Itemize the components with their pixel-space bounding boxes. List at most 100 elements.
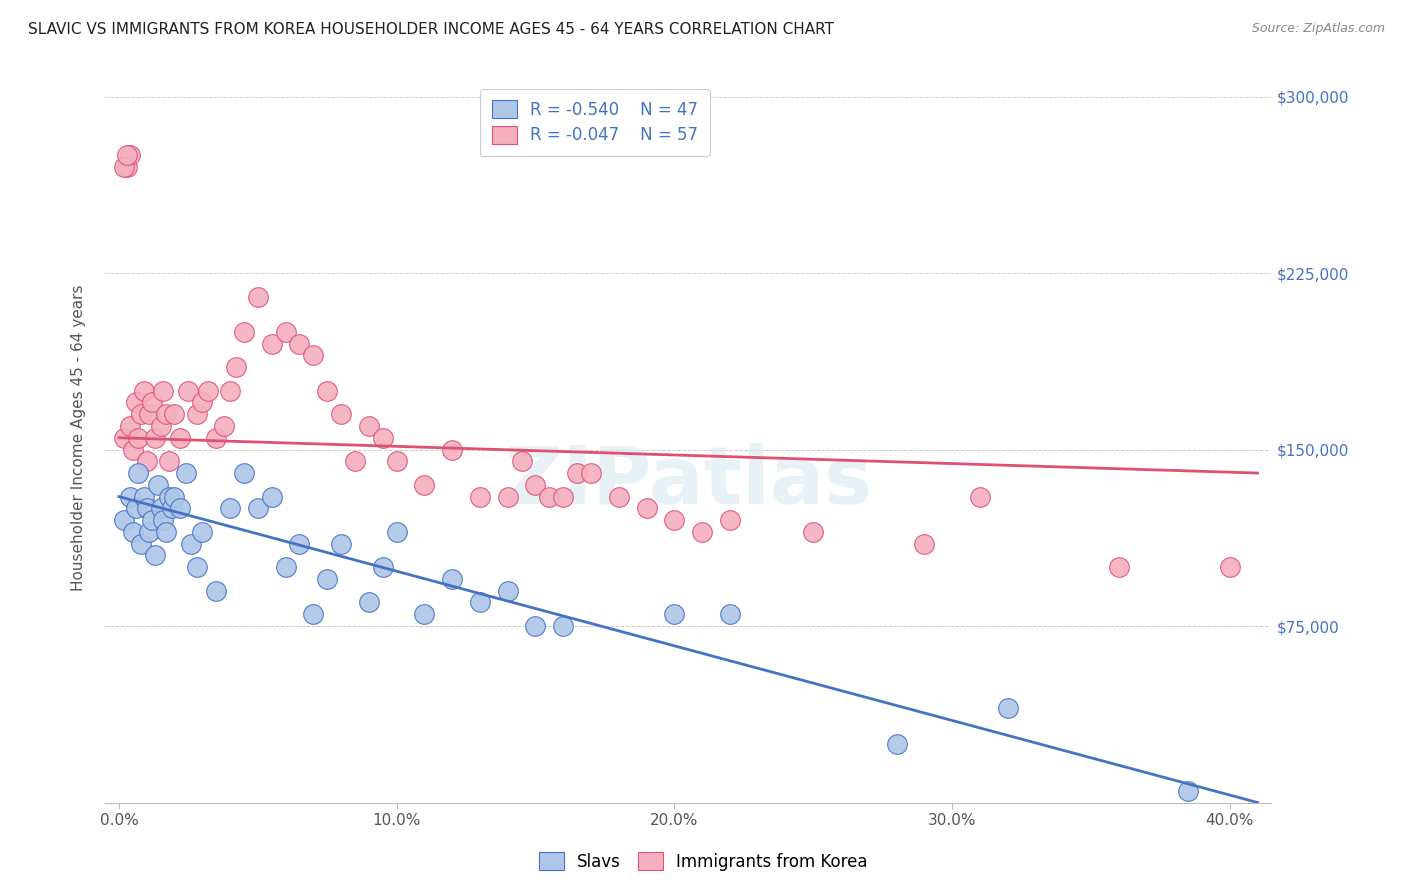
Point [801,524,824,539]
Point [246,289,269,303]
Point [141,513,163,527]
Point [413,607,436,622]
Point [118,148,141,162]
Text: Source: ZipAtlas.com: Source: ZipAtlas.com [1251,22,1385,36]
Point [232,325,254,339]
Point [143,549,166,563]
Point [135,454,157,468]
Point [186,560,208,574]
Point [114,160,136,174]
Point [160,501,183,516]
Point [138,407,160,421]
Point [664,607,686,622]
Legend: Slavs, Immigrants from Korea: Slavs, Immigrants from Korea [530,844,876,880]
Point [121,442,143,457]
Point [157,454,180,468]
Point [607,490,630,504]
Point [143,431,166,445]
Point [138,524,160,539]
Point [260,490,283,504]
Point [124,395,146,409]
Point [302,607,325,622]
Point [385,524,408,539]
Point [288,536,311,550]
Point [186,407,208,421]
Point [496,583,519,598]
Point [371,431,394,445]
Point [141,395,163,409]
Point [274,560,297,574]
Point [129,536,152,550]
Point [260,336,283,351]
Point [191,395,214,409]
Point [163,490,186,504]
Point [129,407,152,421]
Point [664,513,686,527]
Point [219,384,242,398]
Point [636,501,658,516]
Point [146,478,169,492]
Point [174,466,197,480]
Point [132,490,155,504]
Point [155,524,177,539]
Point [316,384,339,398]
Point [149,419,172,434]
Y-axis label: Householder Income Ages 45 - 64 years: Householder Income Ages 45 - 64 years [72,285,86,591]
Point [1108,560,1130,574]
Point [149,501,172,516]
Point [969,490,991,504]
Point [343,454,366,468]
Point [127,431,149,445]
Point [524,478,547,492]
Point [316,572,339,586]
Point [180,536,202,550]
Point [124,501,146,516]
Point [219,501,242,516]
Point [127,466,149,480]
Point [553,490,575,504]
Point [553,619,575,633]
Point [115,148,138,162]
Point [510,454,533,468]
Point [246,501,269,516]
Point [152,513,174,527]
Point [114,431,136,445]
Point [177,384,200,398]
Point [169,431,191,445]
Point [205,583,228,598]
Point [468,490,491,504]
Point [214,419,236,434]
Point [121,524,143,539]
Point [413,478,436,492]
Point [157,490,180,504]
Point [135,501,157,516]
Point [690,524,713,539]
Point [1219,560,1241,574]
Point [441,572,464,586]
Point [274,325,297,339]
Point [357,419,380,434]
Point [538,490,561,504]
Text: ZIPatlas: ZIPatlas [505,442,872,521]
Point [155,407,177,421]
Point [205,431,228,445]
Point [1177,783,1199,797]
Point [357,595,380,609]
Point [132,384,155,398]
Point [114,513,136,527]
Point [524,619,547,633]
Point [441,442,464,457]
Point [197,384,219,398]
Text: SLAVIC VS IMMIGRANTS FROM KOREA HOUSEHOLDER INCOME AGES 45 - 64 YEARS CORRELATIO: SLAVIC VS IMMIGRANTS FROM KOREA HOUSEHOL… [28,22,834,37]
Point [385,454,408,468]
Point [718,513,741,527]
Point [118,490,141,504]
Point [191,524,214,539]
Point [152,384,174,398]
Point [468,595,491,609]
Point [288,336,311,351]
Point [496,490,519,504]
Point [718,607,741,622]
Point [997,701,1019,715]
Point [232,466,254,480]
